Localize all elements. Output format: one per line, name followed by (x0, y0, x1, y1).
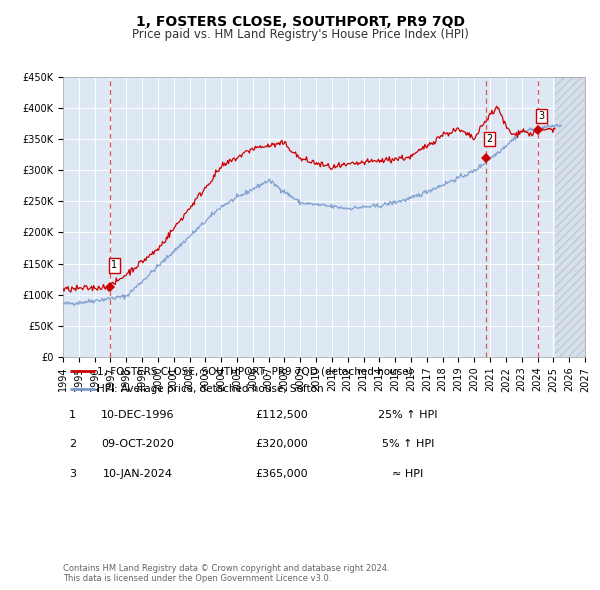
Text: 1, FOSTERS CLOSE, SOUTHPORT, PR9 7QD: 1, FOSTERS CLOSE, SOUTHPORT, PR9 7QD (136, 15, 464, 29)
Bar (555, 77, 585, 357)
Text: 1, FOSTERS CLOSE, SOUTHPORT, PR9 7QD (detached house): 1, FOSTERS CLOSE, SOUTHPORT, PR9 7QD (de… (97, 366, 413, 376)
Text: 3: 3 (69, 469, 76, 478)
Text: £365,000: £365,000 (256, 469, 308, 478)
Text: 3: 3 (538, 111, 544, 121)
Text: 2: 2 (487, 134, 493, 144)
Text: £320,000: £320,000 (256, 440, 308, 449)
Bar (555, 77, 585, 357)
Text: 10-JAN-2024: 10-JAN-2024 (103, 469, 173, 478)
Text: ≈ HPI: ≈ HPI (392, 469, 424, 478)
Text: Contains HM Land Registry data © Crown copyright and database right 2024.
This d: Contains HM Land Registry data © Crown c… (63, 563, 389, 583)
Text: 1: 1 (69, 410, 76, 419)
Text: HPI: Average price, detached house, Sefton: HPI: Average price, detached house, Seft… (97, 384, 324, 394)
Text: 10-DEC-1996: 10-DEC-1996 (101, 410, 175, 419)
Text: £112,500: £112,500 (256, 410, 308, 419)
Text: Price paid vs. HM Land Registry's House Price Index (HPI): Price paid vs. HM Land Registry's House … (131, 28, 469, 41)
Text: 09-OCT-2020: 09-OCT-2020 (101, 440, 175, 449)
Text: 1: 1 (112, 260, 118, 270)
Text: 5% ↑ HPI: 5% ↑ HPI (382, 440, 434, 449)
Text: 25% ↑ HPI: 25% ↑ HPI (378, 410, 438, 419)
Text: 2: 2 (69, 440, 76, 449)
